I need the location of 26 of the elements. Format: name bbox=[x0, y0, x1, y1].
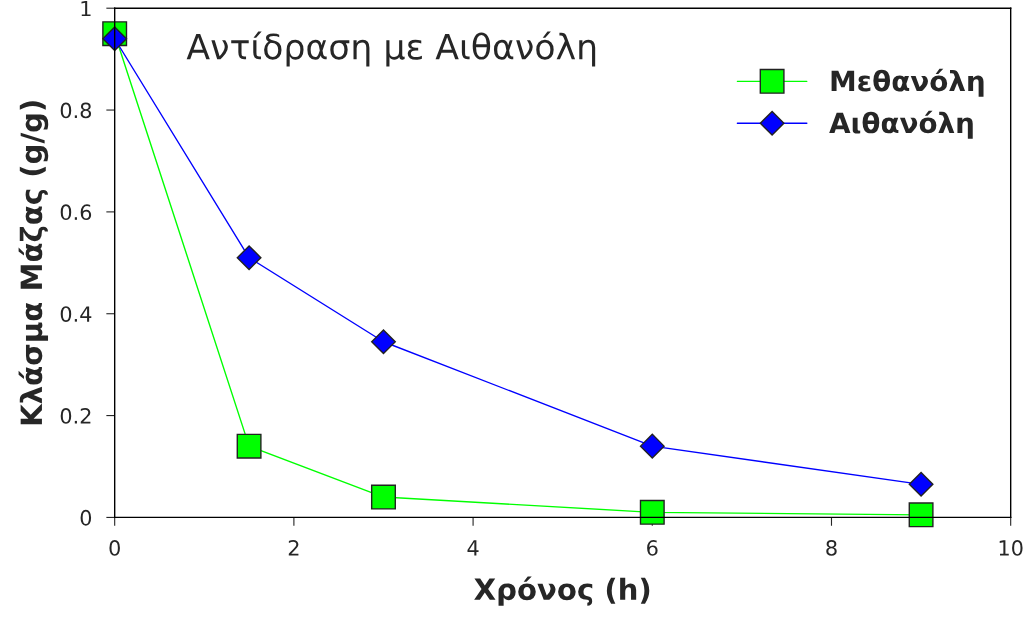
point bbox=[236, 245, 262, 271]
legend-label: Μεθανόλη bbox=[831, 68, 984, 97]
x-tick-label: 10 bbox=[999, 540, 1023, 556]
text: Αντίδραση με Αιθανόλη bbox=[186, 31, 596, 67]
x-axis-title: Χρόνος (h) bbox=[474, 576, 650, 606]
y-tick-label: 0.4 bbox=[60, 306, 92, 322]
y-axis-title: Κλάσμα Μάζας (g/g) bbox=[18, 101, 49, 425]
y-tick-label: 0.8 bbox=[60, 102, 92, 119]
point bbox=[908, 471, 934, 497]
point bbox=[102, 26, 128, 52]
point bbox=[639, 433, 665, 459]
y-tick-label: 0.6 bbox=[60, 204, 92, 221]
point bbox=[371, 329, 396, 355]
x-tick-label: 8 bbox=[826, 540, 837, 556]
y-tick-label: 1 bbox=[81, 0, 91, 17]
x-tick-label: 2 bbox=[288, 540, 299, 556]
y-tick-label: 0 bbox=[80, 509, 92, 526]
point bbox=[370, 484, 396, 510]
x-tick-label: 4 bbox=[467, 540, 479, 556]
point bbox=[639, 499, 665, 525]
y-tick-label: 0.2 bbox=[60, 408, 91, 424]
point bbox=[908, 502, 934, 528]
x-tick-label: 6 bbox=[647, 540, 658, 556]
legend-label: Αιθανόλη bbox=[829, 110, 973, 139]
x-tick-label: 0 bbox=[109, 540, 120, 556]
point bbox=[236, 433, 262, 459]
